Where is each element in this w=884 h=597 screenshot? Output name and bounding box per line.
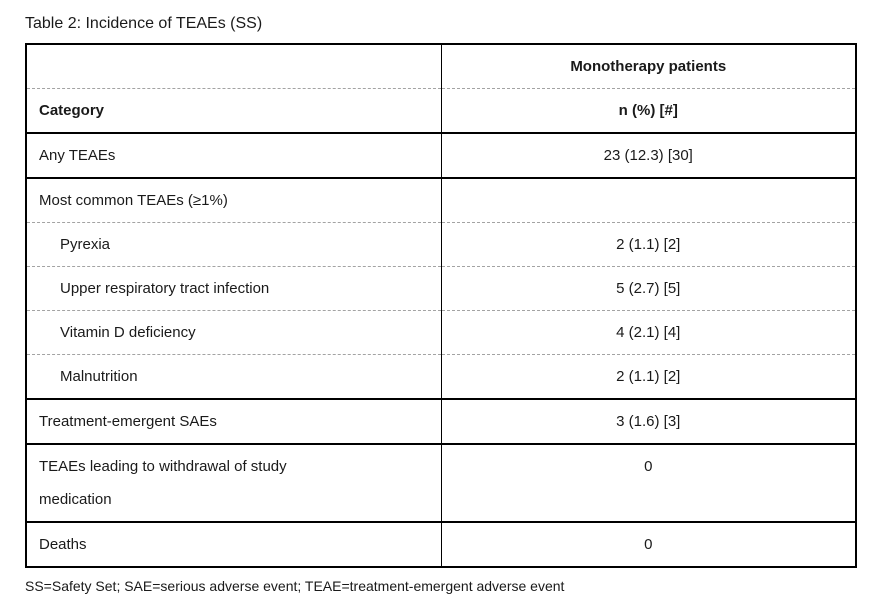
value-text: 5 (2.7) [5]: [616, 280, 681, 297]
value-text: 23 (12.3) [30]: [603, 147, 693, 164]
category-cell: Any TEAEs: [26, 133, 442, 179]
category-cell: TEAEs leading to withdrawal of study med…: [26, 444, 442, 523]
value-text: 4 (2.1) [4]: [616, 324, 681, 341]
category-text: Malnutrition: [60, 368, 138, 385]
header-row-group: Monotherapy patients: [26, 44, 856, 89]
teae-incidence-table: Monotherapy patients Category n (%) [#] …: [25, 43, 857, 568]
value-cell: 2 (1.1) [2]: [441, 222, 856, 267]
value-cell: 0: [441, 522, 856, 567]
table-body: Any TEAEs 23 (12.3) [30] Most common TEA…: [26, 133, 856, 567]
value-cell: 2 (1.1) [2]: [441, 354, 856, 400]
category-cell: Vitamin D deficiency: [26, 310, 442, 355]
table-row: Treatment-emergent SAEs 3 (1.6) [3]: [26, 399, 856, 445]
header-empty-cell: [26, 44, 442, 89]
category-text: TEAEs leading to withdrawal of study med…: [39, 458, 287, 508]
table-header-group: Monotherapy patients Category n (%) [#]: [26, 44, 856, 134]
value-text: 0: [644, 458, 653, 475]
category-cell: Upper respiratory tract infection: [26, 266, 442, 311]
table-row: TEAEs leading to withdrawal of study med…: [26, 444, 856, 523]
header-row-columns: Category n (%) [#]: [26, 88, 856, 134]
category-text: Deaths: [39, 536, 87, 553]
table-footnote: SS=Safety Set; SAE=serious adverse event…: [25, 578, 565, 594]
category-cell: Deaths: [26, 522, 442, 567]
table-row: Vitamin D deficiency 4 (2.1) [4]: [26, 310, 856, 355]
table-row: Malnutrition 2 (1.1) [2]: [26, 354, 856, 400]
table-row: Any TEAEs 23 (12.3) [30]: [26, 133, 856, 179]
category-cell: Pyrexia: [26, 222, 442, 267]
header-category-label: Category: [26, 88, 442, 134]
header-value-label: n (%) [#]: [441, 88, 856, 134]
value-cell: 4 (2.1) [4]: [441, 310, 856, 355]
value-cell: 0: [441, 444, 856, 523]
value-text: 3 (1.6) [3]: [616, 413, 681, 430]
value-text: 0: [644, 536, 653, 553]
category-cell: Treatment-emergent SAEs: [26, 399, 442, 445]
table-title: Table 2: Incidence of TEAEs (SS): [25, 15, 263, 32]
table-row: Pyrexia 2 (1.1) [2]: [26, 222, 856, 267]
category-cell: Malnutrition: [26, 354, 442, 400]
value-cell: [441, 178, 856, 223]
category-text: Any TEAEs: [39, 147, 116, 164]
value-cell: 23 (12.3) [30]: [441, 133, 856, 179]
category-text: Pyrexia: [60, 236, 111, 253]
table-row: Most common TEAEs (≥1%): [26, 178, 856, 223]
category-text: Most common TEAEs (≥1%): [39, 192, 228, 209]
category-text: Upper respiratory tract infection: [60, 280, 270, 297]
value-text: 2 (1.1) [2]: [616, 236, 681, 253]
table-row: Upper respiratory tract infection 5 (2.7…: [26, 266, 856, 311]
value-text: 2 (1.1) [2]: [616, 368, 681, 385]
value-cell: 5 (2.7) [5]: [441, 266, 856, 311]
category-cell: Most common TEAEs (≥1%): [26, 178, 442, 223]
header-group-label: Monotherapy patients: [441, 44, 856, 89]
table-row: Deaths 0: [26, 522, 856, 567]
category-text: Vitamin D deficiency: [60, 324, 196, 341]
category-text: Treatment-emergent SAEs: [39, 413, 217, 430]
value-cell: 3 (1.6) [3]: [441, 399, 856, 445]
